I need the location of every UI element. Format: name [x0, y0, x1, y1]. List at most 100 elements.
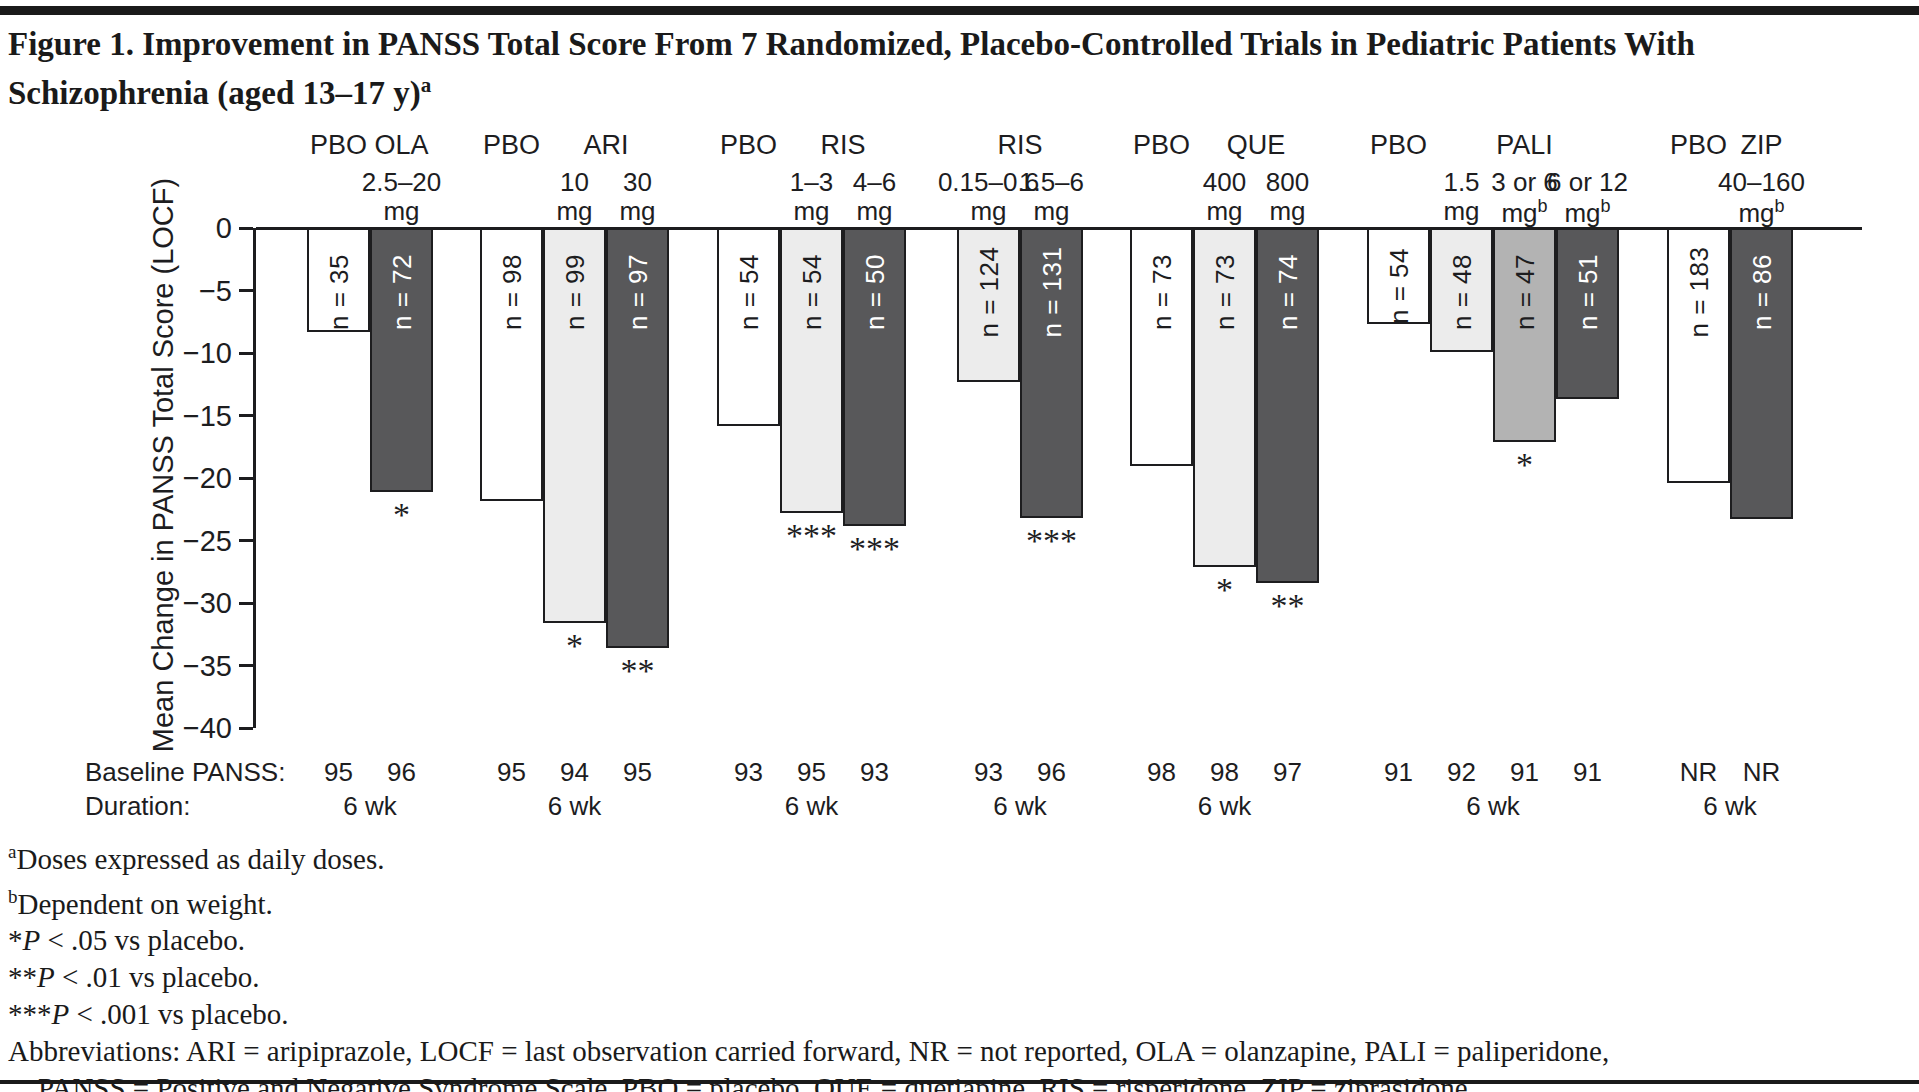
footnote-p05-text: < .05 vs placebo. — [40, 924, 245, 956]
y-tick-label: −10 — [144, 337, 232, 369]
group-drug-header: PBO — [717, 130, 780, 162]
bar-que: n = 73 — [1193, 228, 1256, 567]
significance-stars: *** — [1020, 524, 1083, 558]
dose-label: 800 — [1232, 167, 1343, 195]
group-drug-header: PBO — [1367, 130, 1430, 162]
y-tick-label: −35 — [144, 650, 232, 682]
bar-ris: n = 54 — [780, 228, 843, 513]
dose-label: 30 — [582, 167, 693, 195]
group-drug-header: PALI — [1430, 130, 1619, 162]
bar-pali: n = 51 — [1556, 228, 1619, 399]
significance-stars: *** — [780, 519, 843, 553]
baseline-value: 91 — [1536, 757, 1639, 788]
footnote-p05-stars: * — [8, 924, 23, 956]
dose-unit-label: mg — [819, 196, 930, 224]
y-tick-mark — [239, 602, 253, 605]
baseline-value: 96 — [1000, 757, 1103, 788]
footnote-p01-text: < .01 vs placebo. — [55, 961, 260, 993]
bar-n-label: n = 97 — [622, 254, 653, 330]
bar-ari: n = 97 — [606, 228, 669, 648]
footnote-p001: ***P < .001 vs placebo. — [8, 996, 1908, 1033]
bar-n-label: n = 54 — [796, 254, 827, 330]
y-tick-mark — [239, 352, 253, 355]
group-drug-header: ZIP — [1730, 130, 1793, 162]
bar-ris-pbo: n = 54 — [717, 228, 780, 426]
bar-pali-pbo: n = 54 — [1367, 228, 1430, 324]
duration-row-label: Duration: — [85, 791, 191, 822]
bar-n-label: n = 72 — [386, 254, 417, 330]
bar-n-label: n = 74 — [1272, 254, 1303, 330]
dose-unit-label: mg — [996, 196, 1107, 224]
footnotes: aDoses expressed as daily doses. bDepend… — [8, 833, 1908, 1092]
group-drug-header: RIS — [780, 130, 906, 162]
bar-n-label: n = 86 — [1746, 254, 1777, 330]
group-drug-header: ARI — [543, 130, 669, 162]
duration-value: 6 wk — [1165, 791, 1285, 822]
significance-stars: ** — [606, 654, 669, 688]
significance-stars: * — [370, 498, 433, 532]
baseline-row-label: Baseline PANSS: — [85, 757, 285, 788]
duration-value: 6 wk — [1670, 791, 1790, 822]
bottom-border-rule — [0, 1080, 1919, 1084]
bar-n-label: n = 98 — [496, 254, 527, 330]
bar-zip-pbo: n = 183 — [1667, 228, 1730, 483]
y-tick-label: 0 — [144, 212, 232, 244]
dose-unit-label: mgb — [1532, 196, 1643, 224]
group-drug-header: PBO — [1667, 130, 1730, 162]
footnote-p001-text: < .001 vs placebo. — [69, 998, 288, 1030]
bar-n-label: n = 73 — [1209, 254, 1240, 330]
significance-stars: * — [1493, 448, 1556, 482]
y-tick-mark — [239, 289, 253, 292]
group-drug-header: OLA — [370, 130, 433, 162]
y-tick-mark — [239, 727, 253, 730]
y-tick-mark — [239, 414, 253, 417]
bar-n-label: n = 47 — [1509, 254, 1540, 330]
bar-n-label: n = 99 — [559, 254, 590, 330]
dose-label: 1.5–6 — [996, 167, 1107, 195]
bar-n-label: n = 73 — [1146, 254, 1177, 330]
footnote-b-sup: b — [8, 886, 18, 907]
dose-unit-superscript: b — [1601, 196, 1611, 216]
y-tick-label: −5 — [144, 275, 232, 307]
footnote-b: bDependent on weight. — [8, 878, 1908, 923]
figure-page: Figure 1. Improvement in PANSS Total Sco… — [0, 0, 1919, 1092]
bar-chart: Mean Change in PANSS Total Score (LOCF) … — [0, 0, 1919, 830]
dose-label: 40–160 — [1706, 167, 1817, 195]
bar-n-label: n = 131 — [1036, 247, 1067, 338]
duration-value: 6 wk — [310, 791, 430, 822]
significance-stars: * — [1193, 573, 1256, 607]
bar-ari-pbo: n = 98 — [480, 228, 543, 501]
group-drug-header: PBO — [307, 130, 370, 162]
baseline-value: 95 — [586, 757, 689, 788]
y-tick-label: −20 — [144, 462, 232, 494]
footnote-p05-p: P — [23, 924, 41, 956]
y-tick-label: −25 — [144, 525, 232, 557]
bar-n-label: n = 50 — [859, 254, 890, 330]
footnote-p01-p: P — [37, 961, 55, 993]
dose-label: 4–6 — [819, 167, 930, 195]
footnote-p01-stars: ** — [8, 961, 37, 993]
group-drug-header: QUE — [1193, 130, 1319, 162]
dose-unit-label: mgb — [1706, 196, 1817, 224]
bar-n-label: n = 48 — [1446, 254, 1477, 330]
footnote-p05: *P < .05 vs placebo. — [8, 922, 1908, 959]
bar-pali: n = 48 — [1430, 228, 1493, 352]
bar-ris: n = 50 — [843, 228, 906, 526]
y-tick-mark — [239, 664, 253, 667]
footnote-a-text: Doses expressed as daily doses. — [16, 843, 384, 875]
baseline-value: 96 — [350, 757, 453, 788]
group-drug-header: PBO — [480, 130, 543, 162]
bar-que-pbo: n = 73 — [1130, 228, 1193, 466]
bar-ola: n = 72 — [370, 228, 433, 492]
bar-n-label: n = 124 — [973, 247, 1004, 338]
bar-n-label: n = 183 — [1683, 247, 1714, 338]
bar-ari: n = 99 — [543, 228, 606, 623]
y-axis-line — [253, 228, 256, 728]
duration-value: 6 wk — [515, 791, 635, 822]
bar-n-label: n = 35 — [323, 254, 354, 330]
footnote-p001-stars: *** — [8, 998, 52, 1030]
baseline-value: NR — [1710, 757, 1813, 788]
y-tick-mark — [239, 539, 253, 542]
dose-unit-superscript: b — [1775, 196, 1785, 216]
duration-value: 6 wk — [752, 791, 872, 822]
